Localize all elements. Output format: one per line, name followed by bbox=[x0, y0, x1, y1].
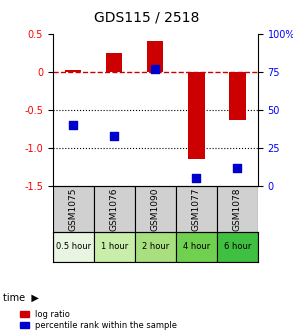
FancyBboxPatch shape bbox=[94, 186, 135, 232]
Bar bbox=[65, 70, 81, 72]
Point bbox=[71, 122, 76, 128]
FancyBboxPatch shape bbox=[53, 232, 94, 262]
Bar bbox=[147, 41, 163, 72]
FancyBboxPatch shape bbox=[135, 186, 176, 232]
Text: GSM1078: GSM1078 bbox=[233, 187, 242, 230]
FancyBboxPatch shape bbox=[176, 186, 217, 232]
Text: GSM1075: GSM1075 bbox=[69, 187, 78, 230]
Point bbox=[153, 66, 158, 71]
Text: 6 hour: 6 hour bbox=[224, 242, 251, 251]
FancyBboxPatch shape bbox=[94, 232, 135, 262]
Text: 0.5 hour: 0.5 hour bbox=[56, 242, 91, 251]
Point bbox=[194, 176, 199, 181]
Text: time  ▶: time ▶ bbox=[3, 292, 39, 302]
Point bbox=[112, 133, 117, 138]
Bar bbox=[188, 72, 205, 159]
FancyBboxPatch shape bbox=[217, 186, 258, 232]
Bar bbox=[106, 53, 122, 72]
Text: 4 hour: 4 hour bbox=[183, 242, 210, 251]
FancyBboxPatch shape bbox=[217, 232, 258, 262]
FancyBboxPatch shape bbox=[176, 232, 217, 262]
Point bbox=[235, 165, 240, 170]
FancyBboxPatch shape bbox=[135, 232, 176, 262]
Text: GDS115 / 2518: GDS115 / 2518 bbox=[94, 10, 199, 24]
Text: 1 hour: 1 hour bbox=[100, 242, 128, 251]
Text: GSM1077: GSM1077 bbox=[192, 187, 201, 230]
Text: GSM1090: GSM1090 bbox=[151, 187, 160, 230]
Legend: log ratio, percentile rank within the sample: log ratio, percentile rank within the sa… bbox=[19, 308, 179, 332]
Bar bbox=[229, 72, 246, 120]
Text: GSM1076: GSM1076 bbox=[110, 187, 119, 230]
Text: 2 hour: 2 hour bbox=[142, 242, 169, 251]
FancyBboxPatch shape bbox=[53, 186, 94, 232]
